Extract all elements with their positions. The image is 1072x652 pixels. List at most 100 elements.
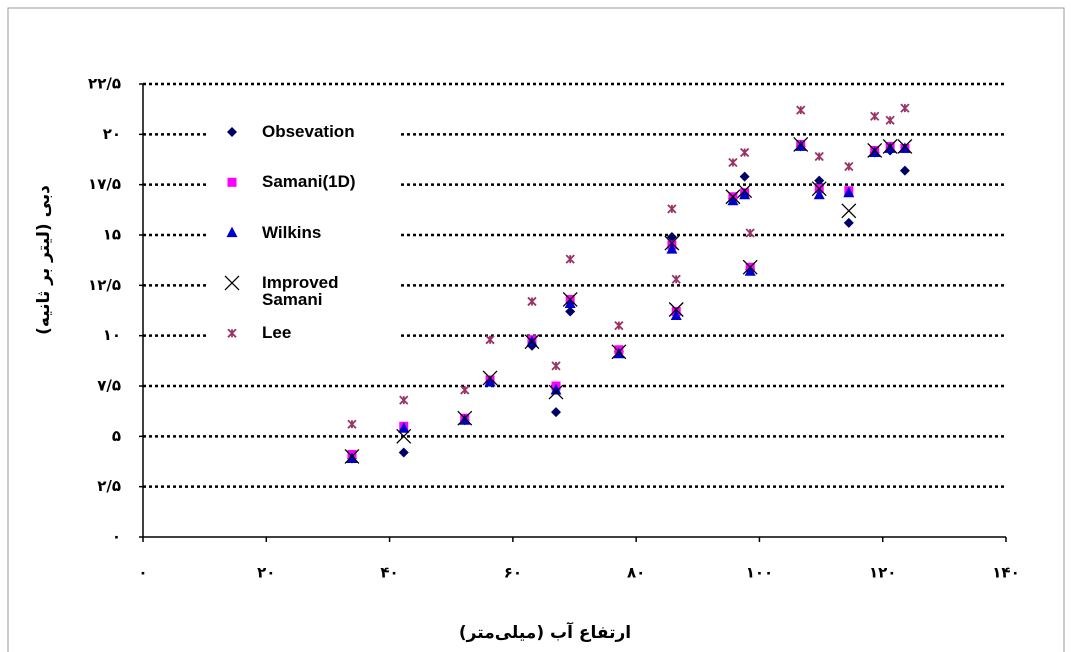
x-tick-label: ۸۰ [627,564,645,582]
legend-entry: Samani(1D) [262,173,356,192]
point [745,228,755,238]
point [664,235,680,251]
y-tick-label: ۱۵ [103,226,121,244]
point [484,375,496,387]
point [399,395,409,405]
point [897,138,913,154]
legend-entry: Lee [262,324,292,343]
legend-marker [226,226,238,238]
legend-marker [227,127,237,137]
point [670,309,682,321]
point [739,188,751,200]
point [565,254,575,264]
point [744,265,756,276]
point [737,183,753,199]
point [843,217,854,228]
point [814,151,824,162]
y-tick-label: ۱۲/۵ [88,276,121,294]
x-tick-label: ۱۴۰ [992,564,1019,582]
point [611,344,627,360]
y-tick-label: ۲۰ [103,125,121,143]
point [742,259,758,275]
x-tick-label: ۱۲۰ [869,564,896,582]
point [396,428,412,444]
point [899,165,910,176]
legend-background [207,112,399,352]
point [843,186,855,198]
y-tick-label: ۱۰ [103,326,121,344]
point [814,175,825,186]
point [811,181,827,197]
legend-marker [224,275,240,291]
point [344,449,360,464]
y-tick-label: ۱۷/۵ [88,175,121,193]
y-tick-label: ۲۲/۵ [88,75,121,93]
point [459,414,471,425]
point [867,142,883,158]
x-tick-label: ۱۰۰ [746,564,773,582]
point [564,297,576,308]
x-tick-label: ۴۰ [380,564,398,582]
x-tick-label: ۶۰ [504,564,522,582]
point [728,157,738,168]
point [668,302,684,317]
point [793,136,809,152]
point [482,370,498,386]
legend-label: Obsevation [262,123,355,141]
y-tick-label: ۰ [112,528,121,546]
legend-entry: Wilkins [262,223,322,242]
point [869,146,881,157]
point [727,194,739,206]
legend-label: Lee [262,324,292,343]
point [841,203,857,219]
point [900,103,910,113]
x-axis-title: ارتفاع آب (میلی‌متر) [459,621,631,643]
point [562,291,578,307]
point [844,161,854,172]
point [739,147,750,158]
point [613,347,625,359]
point [460,385,470,395]
point [485,335,495,345]
legend-entry: Improved Samani [262,273,339,309]
legend-label: Improved Samani [262,273,339,309]
point [666,243,678,254]
point [550,384,562,395]
point [796,105,806,115]
point [548,384,564,400]
point [882,138,898,154]
legend-marker [227,177,237,187]
point [347,419,357,429]
point [565,306,576,317]
legend-label: Samani(1D) [262,173,356,192]
point [524,334,540,350]
point [870,111,880,121]
point [551,407,562,418]
point [666,232,677,243]
point [739,171,750,182]
point [813,188,825,200]
point [884,142,896,153]
x-tick-label: ۰ [138,564,147,582]
point [527,296,537,307]
point [398,422,410,433]
point [551,361,561,371]
point [671,274,681,284]
point [885,115,895,125]
y-tick-label: ۷/۵ [97,377,121,395]
legend-label: Wilkins [262,223,322,242]
point [614,320,624,331]
frame [7,7,1065,652]
point [899,142,911,153]
y-tick-label: ۵ [112,427,121,445]
point [457,410,473,426]
y-tick-label: ۲/۵ [97,477,121,495]
point [795,140,807,151]
x-tick-label: ۲۰ [257,564,275,582]
y-axis-title: دبی (لیتر بر ثانیه) [34,185,54,335]
point [346,452,358,463]
legend-marker [227,328,237,338]
point [725,189,741,205]
legend-entry: Obsevation [262,123,355,141]
